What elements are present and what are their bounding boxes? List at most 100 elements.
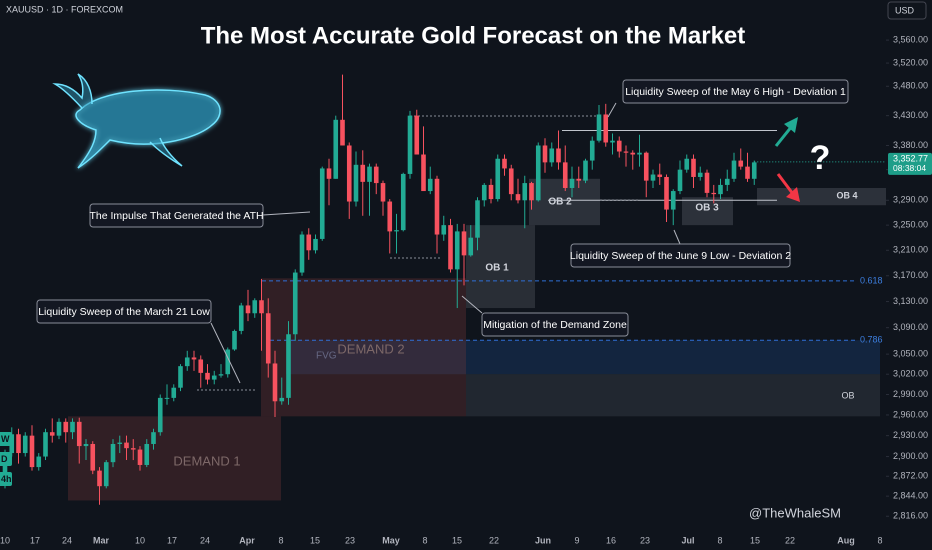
interval-label[interactable]: 4h (1, 474, 12, 484)
candle-body (22, 435, 28, 454)
x-tick-label: 9 (574, 535, 579, 545)
x-tick-label: 8 (422, 535, 427, 545)
annotation-pointer (607, 102, 617, 118)
interval-button[interactable] (0, 472, 12, 486)
candle-body (691, 158, 696, 177)
interval-button[interactable] (0, 432, 12, 446)
candle-body (637, 152, 642, 155)
candle-body (724, 178, 730, 185)
candle-body (623, 151, 629, 153)
interval-button[interactable] (0, 452, 12, 466)
candle-body (171, 387, 177, 398)
x-tick-label: 23 (640, 535, 650, 545)
candle-body (373, 166, 379, 184)
zone-label: FVG (316, 351, 337, 362)
x-tick-label: 8 (717, 535, 722, 545)
x-tick-label: 24 (200, 535, 210, 545)
candle-body (562, 162, 568, 188)
plot-area: FVG OB DEMAND 1 DEMAND 2 OB 1 OB 2 OB 3 OB 4 0.6… (2, 74, 886, 505)
candle-body (616, 140, 622, 152)
candle-body (380, 183, 386, 202)
candle-body (569, 178, 575, 188)
candle-body (90, 443, 96, 471)
annotation-text: The Impulse That Generated the ATH (89, 210, 263, 222)
x-tick-label: May (382, 535, 400, 545)
candle-body (130, 448, 136, 450)
x-tick-label: 17 (30, 535, 40, 545)
currency-box[interactable] (887, 1, 927, 20)
candle-body (670, 191, 676, 210)
x-tick-label: 10 (135, 535, 145, 545)
candle-body (110, 443, 116, 463)
annotation-box (481, 312, 629, 337)
whale (52, 73, 221, 169)
candle-body (407, 115, 413, 174)
up-arrow (774, 125, 794, 147)
zone-label: DEMAND 2 (337, 341, 404, 356)
candle-body (333, 119, 339, 179)
annotation-pointer (673, 229, 681, 245)
candle-body (265, 313, 271, 364)
chart-title: The Most Accurate Gold Forecast on the M… (201, 22, 746, 49)
y-tick-label: 2,990.00 (893, 389, 928, 399)
candle-body (400, 173, 406, 231)
candle-body (731, 160, 737, 179)
candle-body (36, 456, 42, 468)
candle-body (124, 442, 129, 449)
annotation-pointer (461, 295, 483, 314)
annotation-box (570, 243, 791, 268)
candle-body (198, 359, 204, 373)
whale-tail (52, 73, 93, 109)
interval-label[interactable]: W (1, 434, 10, 444)
candle-body (522, 183, 528, 201)
y-tick-label: 2,872.00 (893, 471, 928, 481)
down-arrow (776, 173, 795, 195)
x-tick-label: 24 (62, 535, 72, 545)
y-tick-label: 3,380.00 (893, 140, 928, 150)
candle-body (151, 432, 156, 444)
fib-label: 0.618 (860, 275, 883, 285)
candle-body (205, 372, 210, 380)
zone-label: DEMAND 1 (173, 453, 240, 468)
x-tick-label: Aug (837, 535, 855, 545)
candle-body (745, 166, 750, 179)
candle-body (292, 272, 298, 335)
x-tick-label: Jul (681, 535, 694, 545)
x-tick-label: 17 (167, 535, 177, 545)
candle-body (657, 174, 663, 177)
candle-body (576, 178, 582, 181)
y-tick-label: 2,844.00 (893, 491, 928, 501)
candle-body (718, 184, 723, 195)
candle-body (184, 357, 190, 367)
candle-body (340, 119, 345, 146)
candle-body (299, 234, 305, 273)
x-tick-label: 22 (785, 535, 795, 545)
question-mark: ? (810, 139, 831, 177)
candle-body (697, 172, 703, 177)
x-tick-label: 16 (606, 535, 616, 545)
candle-body (610, 140, 615, 143)
candle-body (211, 375, 217, 380)
candle-body (259, 300, 264, 314)
candle-body (144, 443, 150, 465)
candle-body (481, 184, 487, 201)
y-tick-label: 3,520.00 (893, 57, 928, 67)
y-tick-label: 3,210.00 (893, 245, 928, 255)
zone-label: OB 1 (485, 263, 509, 274)
zone (466, 374, 880, 417)
candle-body (16, 434, 21, 454)
y-tick-label: 3,480.00 (893, 81, 928, 91)
candle-body (306, 234, 312, 251)
zone-label: OB 2 (548, 197, 572, 208)
zone-label: OB 3 (695, 203, 719, 214)
x-tick-label: Mar (93, 535, 110, 545)
zone (286, 340, 880, 375)
candle-body (70, 421, 75, 433)
x-tick-label: 10 (0, 535, 10, 545)
candle-body (252, 300, 258, 314)
interval-label[interactable]: D (1, 454, 8, 464)
zone (68, 416, 281, 501)
currency[interactable]: USD (895, 5, 915, 15)
annotation-pointer (210, 322, 241, 384)
candle-body (76, 421, 82, 447)
